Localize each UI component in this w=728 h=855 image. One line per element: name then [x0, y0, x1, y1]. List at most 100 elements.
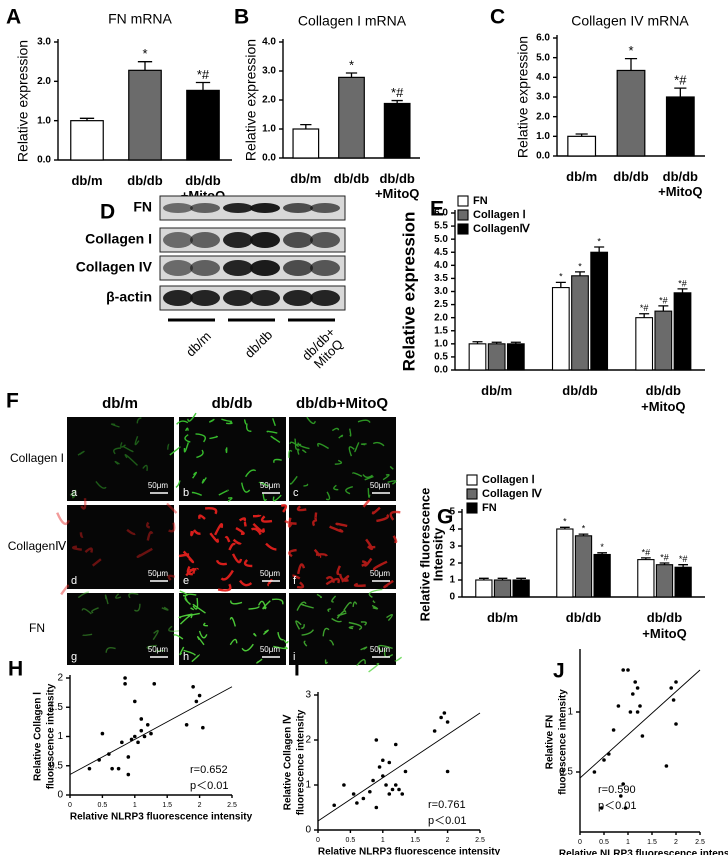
- blot-band: [310, 260, 340, 276]
- x-tick-label: 2.5: [695, 839, 705, 846]
- point: [664, 764, 669, 768]
- bar: [637, 559, 655, 598]
- micrograph: [289, 593, 396, 665]
- y-tick-label: 2: [305, 735, 311, 746]
- y-axis-label: Intensity: [430, 527, 445, 581]
- error-bar: [345, 72, 358, 78]
- error-bar: [555, 281, 566, 288]
- scale-label: 50μm: [260, 569, 281, 578]
- legend-label: Collagen Ⅳ: [482, 488, 543, 500]
- point: [194, 699, 199, 704]
- trend-line: [579, 669, 701, 779]
- panel-letter: E: [430, 198, 444, 221]
- x-tick-label: db/db: [334, 171, 369, 186]
- blot-band: [310, 290, 340, 306]
- point: [139, 728, 144, 733]
- bar: [665, 96, 695, 157]
- bar: [292, 128, 320, 159]
- point: [381, 758, 385, 763]
- bar: [655, 564, 674, 598]
- error-bar: [497, 577, 508, 580]
- point: [445, 769, 450, 774]
- point: [371, 778, 375, 783]
- trend-line: [69, 686, 233, 775]
- error-bar: [516, 577, 526, 580]
- point: [633, 680, 637, 684]
- significance-label: *: [349, 57, 354, 72]
- x-tick-label: db/m: [481, 383, 512, 398]
- y-tick-label: 4.0: [262, 37, 276, 48]
- bar: [493, 579, 512, 598]
- y-axis-label: fluorescence intensity: [296, 709, 307, 815]
- significance-label: *#: [678, 278, 687, 288]
- y-tick-label: 3.5: [434, 273, 448, 284]
- point: [152, 682, 157, 686]
- y-tick-label: 5.5: [434, 221, 448, 232]
- y-tick-label: 1: [567, 707, 573, 718]
- y-tick-label: 1.5: [434, 325, 448, 336]
- fluorescence: [178, 504, 288, 592]
- x-tick-label: 0.5: [98, 802, 108, 809]
- stat-label: p＜0.01: [598, 800, 637, 812]
- y-axis-label: Relative expression: [243, 39, 259, 161]
- bar: [674, 566, 692, 598]
- x-tick-label: 2: [198, 802, 202, 809]
- point: [384, 783, 388, 787]
- y-tick-label: 2.0: [536, 111, 550, 122]
- point: [123, 682, 127, 686]
- blot-row-label: Collagen IV: [76, 259, 153, 275]
- scale-label: 50μm: [260, 481, 281, 490]
- point: [390, 787, 395, 792]
- x-tick-label: db/db: [613, 169, 648, 184]
- stat-label: r=0.761: [428, 799, 466, 811]
- panel-letter: B: [234, 6, 249, 29]
- bar: [567, 135, 597, 157]
- y-axis-label: Relative expression: [15, 40, 31, 162]
- y-tick-label: 1.5: [49, 702, 63, 713]
- blot-band: [163, 232, 193, 248]
- y-axis-label: Relative fluorescence: [417, 488, 432, 622]
- point: [332, 803, 337, 808]
- y-tick-label: 3: [449, 541, 455, 552]
- micrograph: [67, 593, 174, 665]
- error-bar: [560, 526, 570, 529]
- panel-letter: G: [437, 506, 453, 529]
- significance-label: *#: [679, 554, 688, 564]
- point: [374, 805, 379, 810]
- x-tick-label: 1: [626, 839, 630, 846]
- micrograph-letter: i: [293, 651, 295, 663]
- scale-label: 50μm: [148, 645, 169, 654]
- point: [351, 792, 356, 796]
- bar: [338, 76, 365, 159]
- point: [674, 722, 678, 726]
- blot-band: [283, 203, 313, 213]
- point: [619, 794, 623, 798]
- trend-line: [317, 712, 481, 822]
- x-tick-label: 1: [381, 837, 385, 844]
- error-bar: [594, 246, 605, 253]
- blot-band: [190, 232, 220, 248]
- point: [621, 782, 625, 786]
- blot-band: [223, 203, 253, 213]
- legend-swatch: [457, 223, 469, 235]
- point: [635, 710, 640, 714]
- y-tick-label: 2.0: [434, 312, 448, 323]
- panel-letter: J: [553, 660, 565, 683]
- scale-label: 50μm: [260, 645, 281, 654]
- lane-label: db/db+MitoQ: [299, 325, 348, 374]
- point: [110, 766, 114, 771]
- blot-band: [223, 260, 253, 276]
- blot-band: [283, 290, 313, 306]
- panel-letter: D: [100, 201, 115, 224]
- significance-label: *: [559, 272, 563, 282]
- point: [393, 783, 398, 787]
- point: [631, 692, 635, 696]
- blot-band: [163, 260, 193, 276]
- stat-label: p＜0.01: [190, 780, 229, 792]
- chart-title: Collagen IV mRNA: [571, 13, 689, 29]
- chart-title: FN mRNA: [108, 11, 172, 27]
- panel-letter: F: [6, 390, 19, 413]
- y-axis-label: Relative expression: [399, 212, 418, 372]
- y-tick-label: 1.0: [536, 131, 550, 142]
